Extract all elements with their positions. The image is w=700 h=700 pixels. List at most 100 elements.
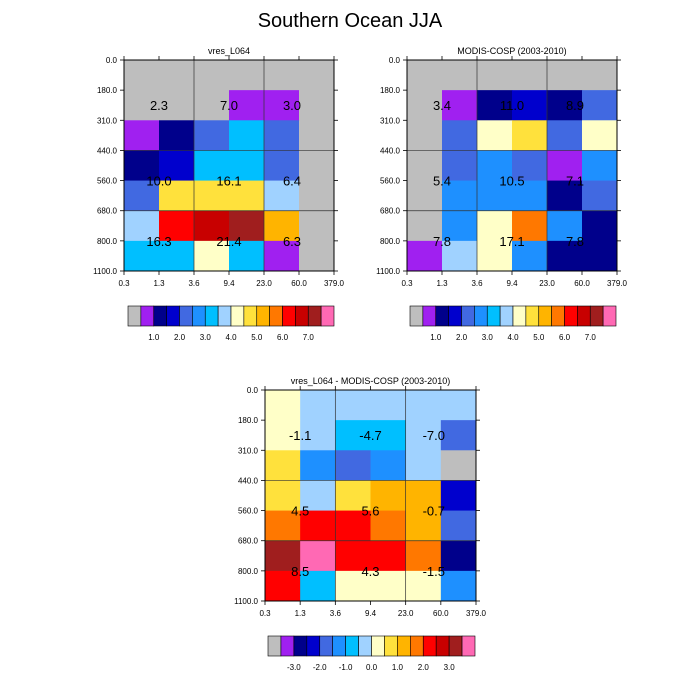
colorbar-swatch: [230, 305, 245, 327]
colorbar-swatch: [307, 305, 322, 327]
colorbar-swatch: [179, 305, 193, 327]
y-tick-label: 560.0: [97, 177, 118, 186]
colorbar-swatch: [140, 305, 155, 327]
heatmap-cell: [477, 240, 513, 272]
cell-annotation: 11.0: [500, 98, 524, 113]
heatmap-cell: [405, 480, 442, 511]
heatmap-cell: [300, 540, 336, 572]
colorbar-label: 7.0: [585, 333, 597, 342]
heatmap-cell: [335, 570, 371, 602]
colorbar-swatch: [153, 305, 167, 327]
panel-3: vres_L064 - MODIS-COSP (2003-2010) 0.0 180…: [234, 376, 486, 672]
heatmap-cell: [335, 540, 371, 572]
cell-annotation: 4.5: [291, 504, 309, 519]
heatmap-cell: [442, 120, 478, 151]
heatmap-cell: [265, 390, 301, 421]
colorbar-label: 2.0: [174, 333, 186, 342]
heatmap-cell: [477, 210, 513, 242]
heatmap-cell: [405, 390, 442, 421]
cell-annotation: 7.8: [566, 234, 584, 249]
heatmap-cell: [547, 120, 583, 151]
y-tick-label: 440.0: [97, 146, 118, 155]
heatmap-cell: [299, 180, 335, 212]
heatmap-cell: [512, 210, 548, 242]
heatmap-cell: [547, 150, 583, 181]
heatmap-cell: [582, 60, 618, 91]
heatmap-cell: [440, 480, 477, 511]
heatmap-cell: [582, 150, 618, 181]
colorbar-label: 1.0: [430, 333, 442, 342]
colorbar-swatch: [422, 305, 437, 327]
y-tick-label: 180.0: [380, 86, 401, 95]
heatmap-cell: [335, 450, 371, 481]
heatmap-cell: [477, 150, 513, 181]
heatmap-cell: [335, 420, 371, 451]
colorbar-swatch: [474, 305, 488, 327]
cell-annotation: 6.3: [283, 234, 301, 249]
colorbar-swatch: [243, 305, 258, 327]
cell-annotation: 2.3: [150, 98, 168, 113]
y-tick-label: 800.0: [380, 237, 401, 246]
heatmap-cell: [547, 180, 583, 212]
y-tick-label: 1100.0: [376, 267, 400, 276]
colorbar-label: -1.0: [339, 663, 353, 672]
heatmap-cell: [194, 60, 230, 91]
heatmap-cell: [335, 390, 371, 421]
heatmap-cell: [440, 420, 477, 451]
cell-annotation: 10.0: [146, 174, 171, 189]
heatmap-cell: [477, 90, 513, 121]
x-tick-label: 3.6: [471, 279, 483, 288]
colorbar-swatch: [282, 305, 296, 327]
heatmap-cell: [370, 540, 407, 572]
x-tick-label: 379.0: [324, 279, 345, 288]
heatmap-cell: [442, 210, 478, 242]
panel-1: vres_L064 0.0 180.0 310.0 440.0 560.0 680.0 800…: [93, 46, 344, 342]
cell-annotation: 7.1: [566, 174, 584, 189]
heatmap-cell: [442, 180, 478, 212]
colorbar-swatch: [435, 635, 450, 657]
heatmap-cell: [124, 240, 160, 272]
colorbar-swatch: [564, 305, 578, 327]
colorbar-swatch: [293, 635, 308, 657]
heatmap-cell: [512, 240, 548, 272]
cell-annotation: -1.1: [289, 428, 311, 443]
x-tick-label: 1.3: [295, 609, 307, 618]
colorbar-swatch: [358, 635, 372, 657]
heatmap-cell: [124, 90, 160, 121]
heatmap-cell: [264, 150, 300, 181]
heatmap-cell: [442, 60, 478, 91]
heatmap-cell: [299, 90, 335, 121]
y-tick-label: 1100.0: [93, 267, 117, 276]
colorbar-swatch: [486, 305, 501, 327]
heatmap-cell: [370, 570, 407, 602]
colorbar-label: -3.0: [287, 663, 301, 672]
heatmap-cell: [442, 240, 478, 272]
colorbar-swatch: [204, 305, 219, 327]
heatmap-cell: [194, 240, 230, 272]
cell-annotation: 3.4: [433, 98, 451, 113]
y-tick-label: 800.0: [97, 237, 118, 246]
cell-annotation: 10.5: [499, 174, 524, 189]
x-tick-label: 379.0: [607, 279, 628, 288]
heatmap-cell: [124, 180, 160, 212]
colorbar-swatch: [332, 635, 346, 657]
heatmap-cell: [582, 240, 618, 272]
heatmap-cell: [159, 180, 195, 212]
colorbar-swatch: [256, 305, 270, 327]
x-tick-label: 0.3: [401, 279, 413, 288]
heatmap-cell: [300, 450, 336, 481]
cell-annotation: 17.1: [499, 234, 524, 249]
colorbar-label: 6.0: [277, 333, 289, 342]
x-tick-label: 60.0: [574, 279, 590, 288]
heatmap-cell: [300, 510, 336, 542]
heatmap-cell: [582, 210, 618, 242]
heatmap-cell: [300, 570, 336, 602]
colorbar-swatch: [448, 635, 463, 657]
heatmap-cell: [407, 180, 443, 212]
y-tick-label: 0.0: [106, 56, 118, 65]
heatmap-cell: [407, 240, 443, 272]
y-tick-label: 440.0: [238, 476, 259, 485]
x-tick-label: 379.0: [466, 609, 487, 618]
heatmap-cell: [405, 570, 442, 602]
